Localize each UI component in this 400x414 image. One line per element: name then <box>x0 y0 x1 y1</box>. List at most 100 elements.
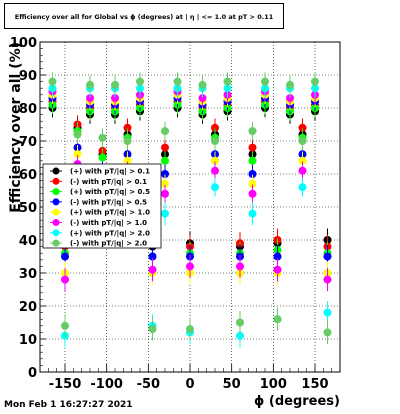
data-point <box>286 80 294 89</box>
x-tick-label: 150 <box>301 377 328 392</box>
data-point <box>173 77 182 86</box>
data-point <box>73 150 82 159</box>
data-point <box>148 325 157 334</box>
data-point <box>236 331 244 340</box>
x-tick-label: 100 <box>260 377 287 392</box>
data-point <box>123 123 132 132</box>
y-tick-label: 30 <box>19 267 37 282</box>
data-point <box>248 209 257 218</box>
data-point <box>148 265 157 274</box>
y-tick-label: 50 <box>19 201 37 216</box>
data-point <box>248 127 257 136</box>
legend-label: (-) with pT/|q| > 0.1 <box>70 178 147 187</box>
data-point <box>73 130 82 139</box>
legend-box <box>42 163 162 249</box>
data-point <box>211 137 219 145</box>
data-point <box>111 80 119 89</box>
series-group <box>48 72 332 344</box>
legend-label: (-) with pT/|q| > 1.0 <box>70 219 147 228</box>
data-point <box>248 156 257 165</box>
data-point <box>123 156 132 165</box>
legend-label: (-) with pT/|q| > 0.5 <box>70 198 147 207</box>
data-point <box>123 137 132 145</box>
legend: (+) with pT/|q| > 0.1(-) with pT/|q| > 0… <box>42 163 162 249</box>
timestamp-footer: Mon Feb 1 16:27:27 2021 <box>4 400 133 410</box>
data-point <box>86 80 94 89</box>
data-point <box>236 262 244 271</box>
data-point <box>286 94 294 103</box>
x-tick-label: -150 <box>49 377 82 392</box>
legend-marker <box>52 167 60 175</box>
data-point <box>48 77 57 86</box>
data-point <box>161 156 169 165</box>
title-box: Efficiency over all for Global vs ϕ (deg… <box>4 3 284 29</box>
data-point <box>273 265 282 274</box>
data-point <box>198 94 207 103</box>
data-point <box>223 77 232 86</box>
legend-marker <box>52 219 60 226</box>
legend-label: (+) with pT/|q| > 1.0 <box>70 209 150 218</box>
y-tick-label: 70 <box>19 135 37 150</box>
x-tick-label: -100 <box>90 377 123 392</box>
legend-label: (+) with pT/|q| > 0.5 <box>70 188 150 197</box>
data-point <box>161 143 169 152</box>
axis-ticks: 0 10 20 30 40 50 60 70 80 90 100 -150 -100 -50 0 50 100 1… <box>10 36 332 392</box>
data-point <box>86 94 94 103</box>
data-point <box>161 209 169 218</box>
y-tick-label: 60 <box>19 168 37 183</box>
legend-label: (-) with pT/|q| > 2.0 <box>70 240 147 249</box>
data-point <box>248 189 257 198</box>
data-point <box>298 156 307 165</box>
data-point <box>298 137 307 145</box>
data-point <box>211 123 219 132</box>
data-point <box>211 156 219 165</box>
data-point <box>261 77 269 86</box>
y-tick-label: 10 <box>19 333 37 348</box>
chart-title: Efficiency over all for Global vs ϕ (deg… <box>14 13 274 21</box>
x-axis-label: ϕ (degrees) <box>254 394 340 409</box>
y-tick-label: 20 <box>19 300 37 315</box>
data-point <box>98 153 107 162</box>
data-point <box>161 127 169 136</box>
data-point <box>198 80 207 89</box>
y-tick-label: 0 <box>28 366 37 381</box>
legend-label: (+) with pT/|q| > 2.0 <box>70 229 150 238</box>
data-point <box>161 179 169 188</box>
data-point <box>111 94 119 103</box>
data-point <box>298 166 307 175</box>
data-point <box>186 325 194 334</box>
data-point <box>136 77 144 86</box>
data-point <box>323 328 332 337</box>
data-point <box>236 318 244 327</box>
data-point <box>61 321 69 330</box>
legend-label: (+) with pT/|q| > 0.1 <box>70 168 150 177</box>
data-point <box>161 170 169 178</box>
data-point <box>323 308 332 317</box>
y-axis-label: Efficiency over all (%) <box>8 42 24 213</box>
x-tick-label: 50 <box>223 377 241 392</box>
data-point <box>273 315 282 324</box>
legend-marker <box>52 239 60 247</box>
legend-marker <box>52 177 60 185</box>
data-point <box>186 262 194 271</box>
legend-marker <box>52 188 60 196</box>
data-point <box>98 133 107 142</box>
data-point <box>248 143 257 152</box>
data-point <box>311 77 319 86</box>
data-point <box>211 183 219 192</box>
data-point <box>248 179 257 188</box>
legend-marker <box>52 198 60 206</box>
data-point <box>161 189 169 198</box>
data-point <box>61 275 69 284</box>
data-point <box>298 123 307 132</box>
data-point <box>323 275 332 284</box>
x-tick-label: -50 <box>137 377 161 392</box>
y-tick-label: 100 <box>10 36 37 51</box>
data-point <box>61 252 69 261</box>
data-point <box>248 170 257 178</box>
data-point <box>273 252 282 261</box>
data-point <box>323 252 332 261</box>
data-point <box>148 252 157 261</box>
x-tick-label: 0 <box>185 377 194 392</box>
